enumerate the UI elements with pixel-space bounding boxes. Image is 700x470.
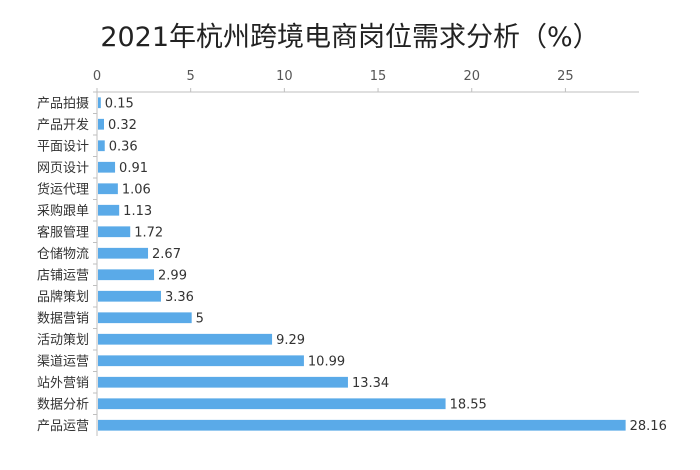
bar — [98, 161, 116, 173]
bar — [98, 269, 155, 281]
category-label: 平面设计 — [37, 139, 89, 154]
bar — [98, 204, 120, 216]
category-label: 品牌策划 — [37, 289, 89, 305]
category-label: 产品拍摄 — [37, 96, 89, 111]
data-label: 1.13 — [123, 204, 152, 219]
data-label: 1.72 — [134, 225, 163, 240]
data-label: 5 — [196, 311, 204, 326]
bar — [98, 226, 131, 238]
data-label: 28.16 — [630, 419, 667, 434]
data-label: 3.36 — [165, 290, 194, 305]
bar — [98, 333, 273, 345]
category-label: 数据营销 — [37, 311, 89, 326]
data-label: 2.99 — [158, 268, 187, 283]
x-tick-label: 25 — [557, 69, 574, 84]
category-label: 采购跟单 — [37, 203, 89, 219]
category-label: 货运代理 — [37, 181, 89, 197]
category-label: 站外营销 — [37, 376, 89, 391]
category-label: 渠道运营 — [37, 354, 89, 369]
bar — [98, 376, 348, 388]
bar — [98, 97, 101, 109]
category-label: 活动策划 — [37, 332, 89, 348]
bar — [98, 419, 626, 431]
category-label: 网页设计 — [37, 161, 89, 176]
data-label: 0.32 — [108, 118, 137, 133]
category-label: 产品开发 — [37, 117, 89, 133]
data-label: 18.55 — [450, 397, 487, 412]
bar — [98, 355, 304, 367]
data-label: 0.36 — [109, 139, 138, 154]
category-label: 数据分析 — [37, 397, 89, 412]
category-label: 产品运营 — [37, 419, 89, 434]
bar — [98, 140, 105, 152]
data-label: 0.91 — [119, 161, 148, 176]
data-label: 0.15 — [105, 96, 134, 111]
data-label: 9.29 — [276, 333, 305, 348]
data-label: 10.99 — [308, 354, 345, 369]
x-tick-label: 20 — [463, 69, 480, 84]
bar — [98, 183, 118, 195]
data-label: 13.34 — [352, 376, 389, 391]
bar — [98, 398, 446, 410]
bar — [98, 118, 104, 130]
bar — [98, 247, 149, 259]
x-tick-label: 5 — [187, 69, 195, 84]
bar — [98, 290, 161, 302]
category-label: 客服管理 — [37, 224, 89, 240]
data-label: 2.67 — [152, 247, 181, 262]
x-axis: 0 5 10 15 20 25 — [93, 69, 639, 93]
data-label: 1.06 — [122, 182, 151, 197]
bars — [98, 97, 626, 431]
bar — [98, 312, 192, 324]
category-label: 店铺运营 — [37, 268, 89, 283]
x-tick-label: 15 — [370, 69, 387, 84]
x-tick-label: 10 — [276, 69, 293, 84]
y-axis: 产品拍摄产品开发平面设计网页设计货运代理采购跟单客服管理仓储物流店铺运营品牌策划… — [37, 91, 98, 436]
category-label: 仓储物流 — [37, 247, 89, 262]
value-labels: 0.15 0.32 0.36 0.91 1.06 1.13 1.72 2.67 2.99 3.36… — [105, 96, 667, 434]
chart-title: 2021年杭州跨境电商岗位需求分析（%） — [100, 22, 599, 53]
x-tick-label: 0 — [93, 69, 101, 84]
